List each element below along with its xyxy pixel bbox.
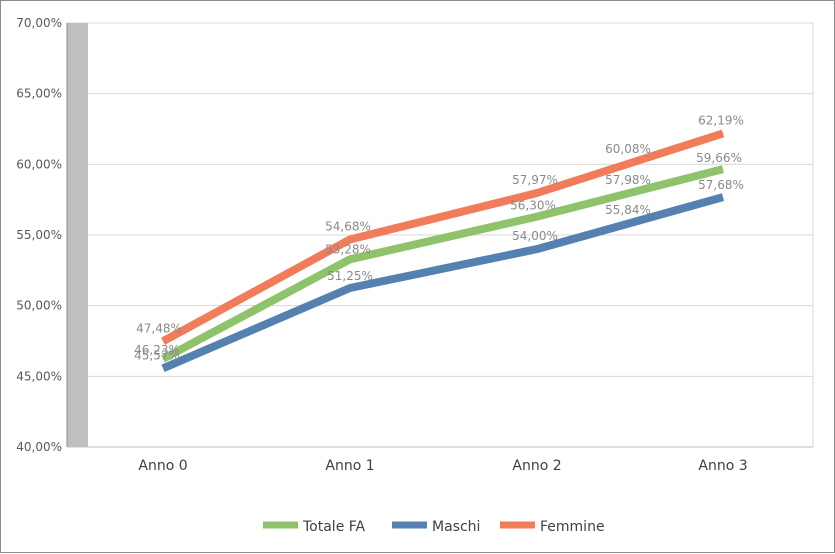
- data-label-totale-fa: 53,28%: [325, 242, 371, 256]
- x-tick-label: Anno 1: [325, 458, 374, 474]
- y-tick-label: 50,00%: [16, 299, 62, 313]
- y-tick-label: 60,00%: [16, 157, 62, 171]
- legend-label-maschi: Maschi: [432, 519, 480, 535]
- y-tick-label: 45,00%: [16, 369, 62, 383]
- legend-label-femmine: Femmine: [540, 519, 605, 535]
- data-label-maschi: 54,00%: [512, 229, 558, 243]
- series-line-femmine: [161, 129, 725, 345]
- data-label-extra: 57,98%: [605, 173, 651, 187]
- x-tick-label: Anno 3: [698, 458, 747, 474]
- data-label-maschi: 51,25%: [327, 269, 373, 283]
- data-label-totale-fa: 46,23%: [134, 343, 180, 357]
- data-label-extra: 60,08%: [605, 142, 651, 156]
- data-label-extra: 55,84%: [605, 203, 651, 217]
- data-label-femmine: 47,48%: [136, 321, 182, 335]
- data-label-femmine: 57,97%: [512, 173, 558, 187]
- series-line-totale-fa: [161, 165, 724, 363]
- data-label-maschi: 57,68%: [698, 178, 744, 192]
- data-label-maschi: 45,57%: [134, 348, 180, 362]
- data-label-femmine: 54,68%: [325, 220, 371, 234]
- y-tick-label: 70,00%: [16, 16, 62, 30]
- legend-label-totale-fa: Totale FA: [302, 519, 366, 535]
- data-label-totale-fa: 59,66%: [696, 151, 742, 165]
- y-tick-label: 65,00%: [16, 87, 62, 101]
- x-tick-label: Anno 2: [512, 458, 561, 474]
- data-label-femmine: 62,19%: [698, 113, 744, 127]
- y-axis-band: [67, 23, 88, 447]
- x-tick-label: Anno 0: [138, 458, 187, 474]
- y-tick-label: 40,00%: [16, 440, 62, 454]
- data-label-totale-fa: 56,30%: [510, 199, 556, 213]
- series-line-maschi: [161, 193, 725, 372]
- y-tick-label: 55,00%: [16, 228, 62, 242]
